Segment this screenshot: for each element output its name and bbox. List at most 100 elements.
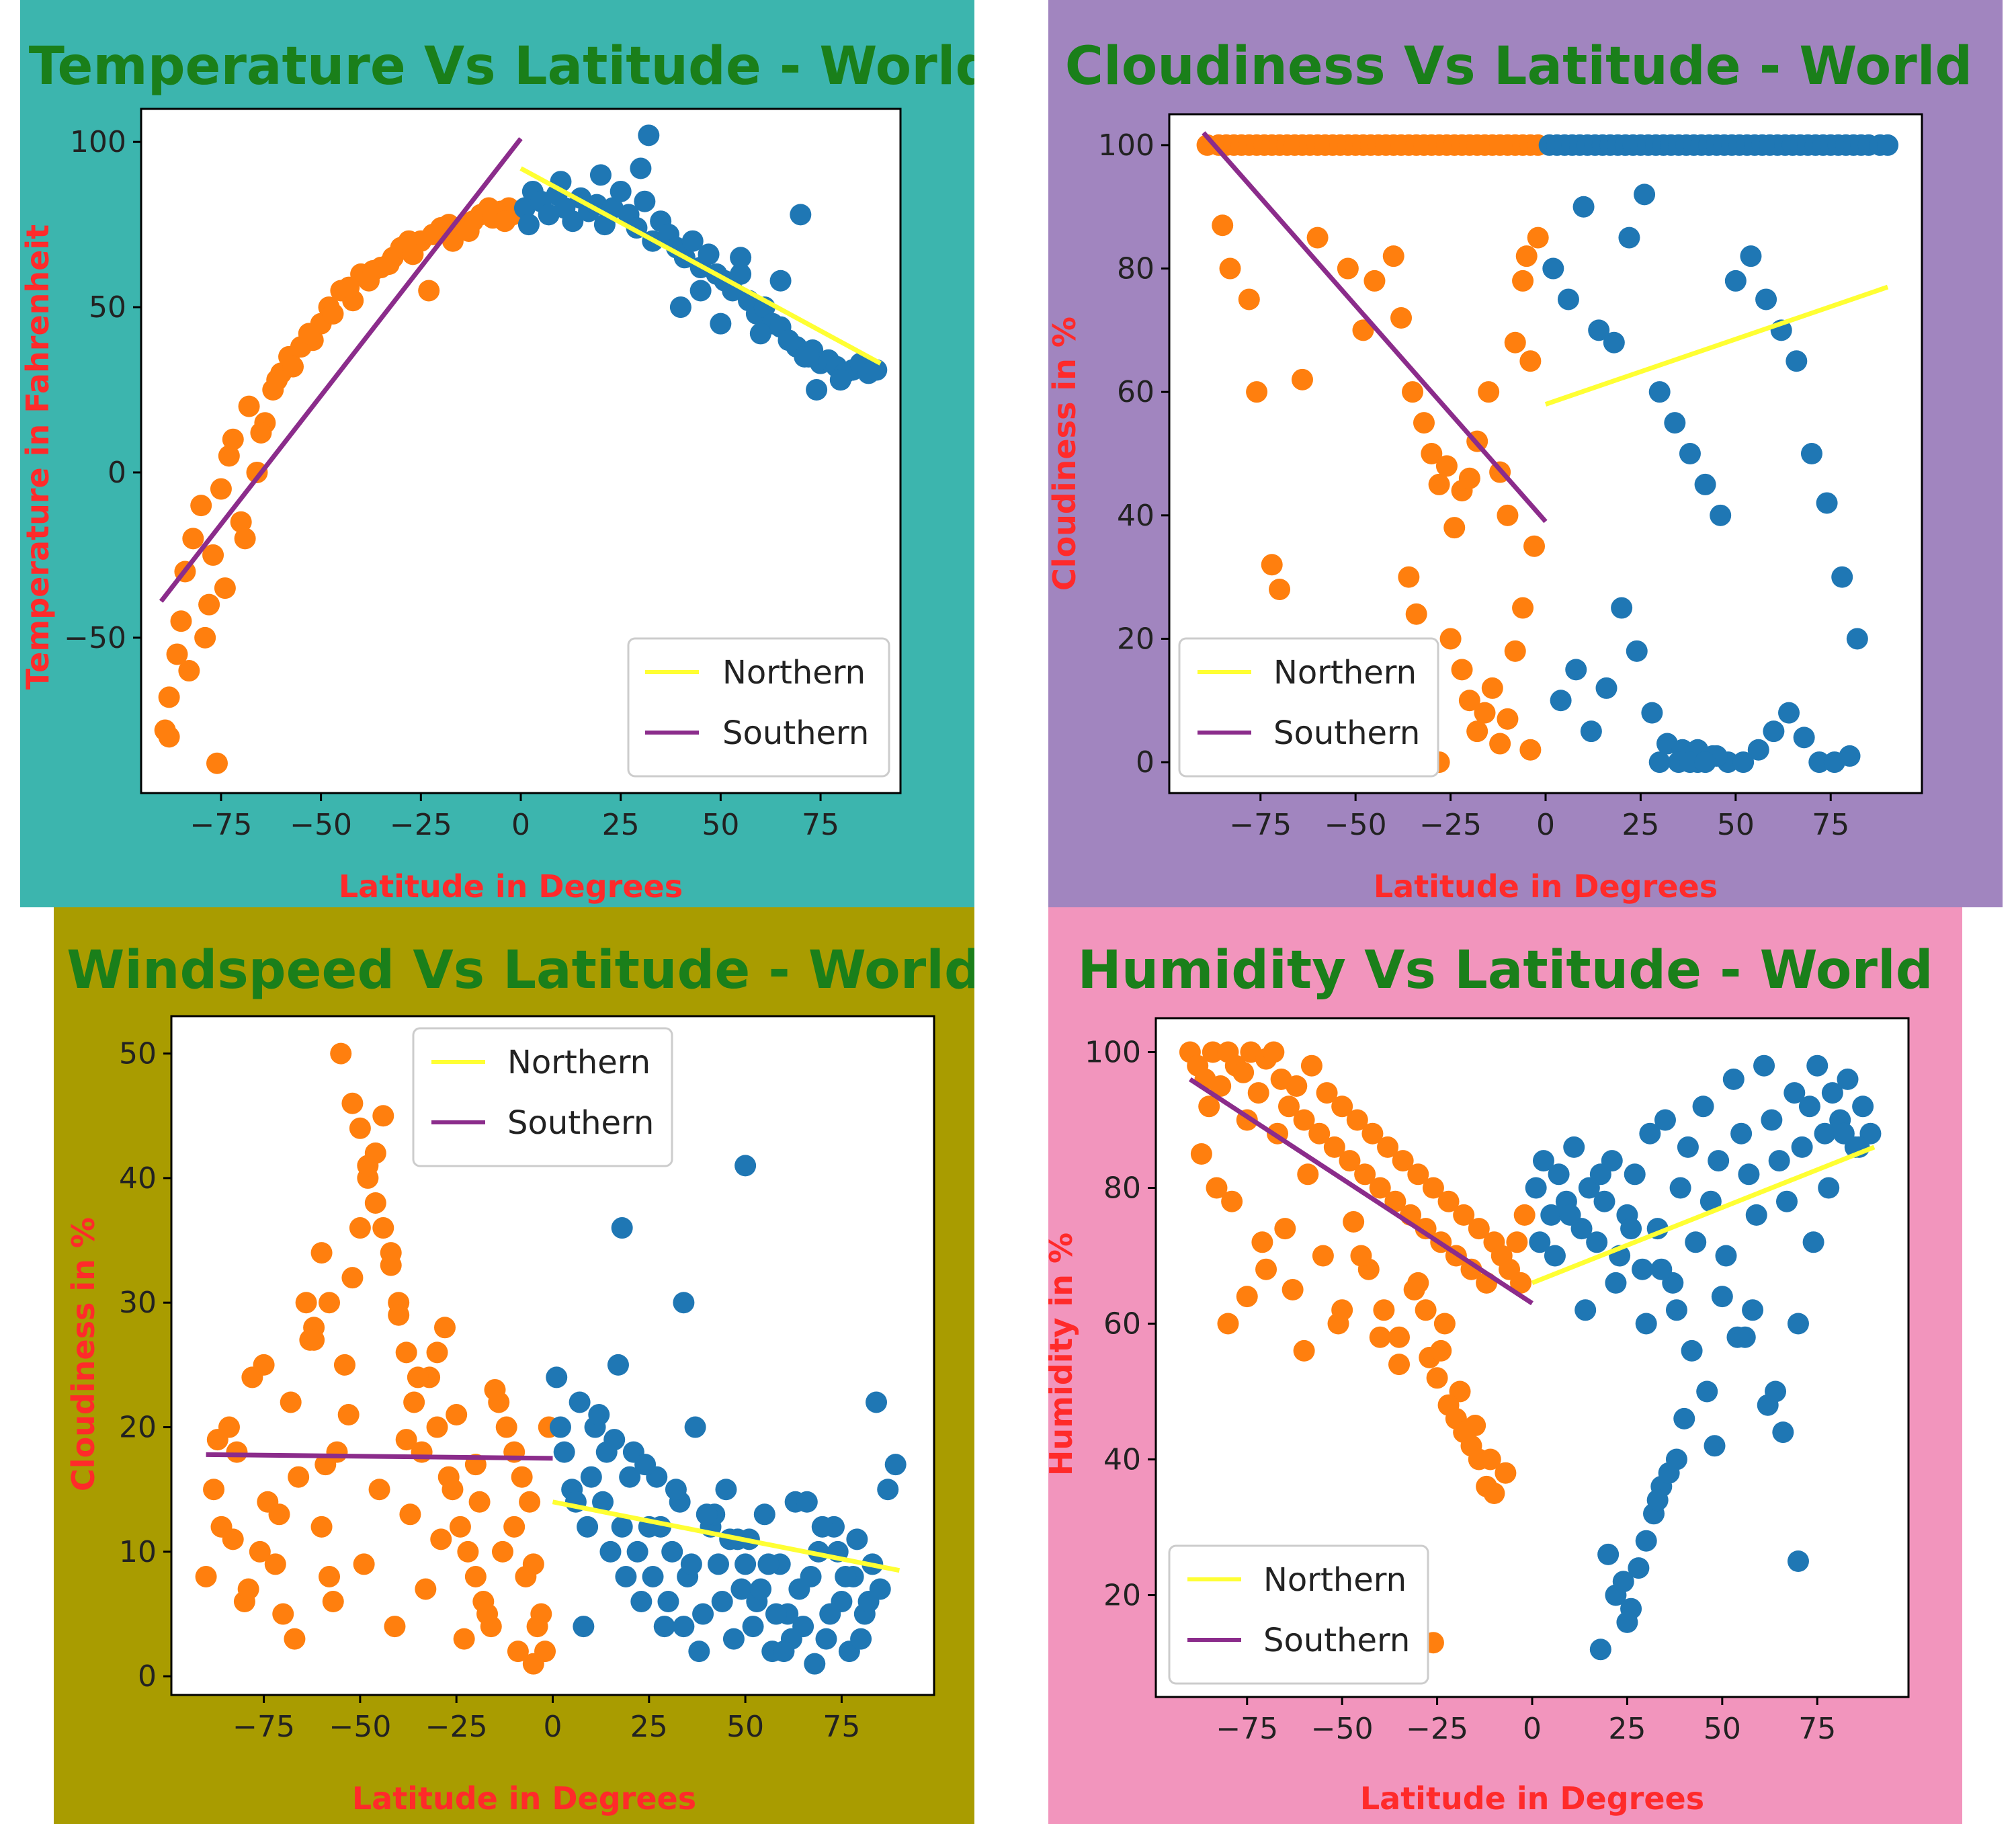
southern-point: [1489, 733, 1511, 755]
northern-points: [1538, 134, 1899, 774]
northern-point: [1618, 226, 1640, 249]
northern-point: [1532, 1150, 1554, 1172]
northern-point: [1837, 1068, 1859, 1090]
northern-point: [1563, 1136, 1585, 1158]
northern-point: [634, 190, 656, 212]
northern-point: [1708, 1150, 1730, 1172]
northern-point: [1745, 1204, 1767, 1226]
southern-point: [1274, 1218, 1296, 1240]
northern-point: [630, 157, 652, 179]
southern-point: [1512, 270, 1534, 292]
northern-point: [681, 230, 704, 252]
southern-point: [1219, 257, 1241, 280]
southern-point: [1468, 1448, 1490, 1470]
southern-point: [272, 1603, 294, 1625]
northern-point: [769, 270, 792, 292]
southern-point: [433, 1317, 456, 1339]
southern-point: [1263, 1041, 1285, 1063]
southern-point: [511, 1466, 533, 1488]
southern-point: [1210, 1075, 1232, 1097]
southern-point: [1439, 628, 1462, 650]
northern-point: [730, 247, 752, 269]
x-tick-label: −75: [233, 1710, 295, 1744]
southern-point: [1369, 1326, 1391, 1348]
x-tick-label: −75: [190, 808, 253, 842]
southern-point: [1343, 1211, 1365, 1233]
northern-point: [1787, 1550, 1809, 1572]
southern-point: [1483, 1483, 1505, 1504]
southern-point: [503, 1516, 526, 1538]
y-axis-label: Cloudiness in %: [1048, 317, 1083, 591]
southern-point: [282, 356, 304, 378]
x-tick-label: 0: [1536, 808, 1555, 842]
southern-point: [1468, 1218, 1490, 1240]
northern-point: [661, 1540, 683, 1563]
northern-regression-line: [552, 1499, 900, 1573]
southern-point: [206, 752, 228, 774]
southern-point: [298, 323, 320, 345]
northern-point: [1525, 1177, 1547, 1199]
northern-point: [665, 1479, 687, 1501]
southern-regression-line: [1202, 131, 1548, 524]
southern-point: [280, 1391, 302, 1413]
northern-point: [1544, 1245, 1566, 1267]
axis-ticks: −75 −50 −25 0 25 50 75 −50 0 50 100: [64, 125, 839, 842]
southern-point: [380, 1254, 402, 1276]
northern-point: [553, 1441, 575, 1463]
northern-point: [1611, 597, 1633, 619]
southern-point: [430, 1528, 452, 1550]
northern-point: [1696, 1380, 1718, 1403]
southern-point: [495, 1416, 517, 1438]
southern-point: [158, 726, 180, 748]
x-axis-label: Latitude in Degrees: [1360, 1780, 1704, 1817]
northern-point: [707, 1553, 729, 1575]
southern-point: [1269, 579, 1291, 600]
y-tick-label: 0: [138, 1659, 157, 1694]
northern-point: [1694, 473, 1716, 495]
southern-point: [1451, 659, 1473, 681]
x-tick-label: 0: [1523, 1712, 1542, 1746]
southern-point: [1206, 1177, 1228, 1199]
northern-point: [588, 1404, 610, 1426]
southern-point: [214, 577, 236, 599]
y-tick-label: 60: [1103, 1307, 1141, 1341]
southern-point: [364, 1192, 386, 1214]
northern-point: [562, 210, 584, 233]
northern-point: [757, 1553, 780, 1575]
northern-point: [1787, 1313, 1809, 1335]
southern-point: [1293, 1109, 1315, 1131]
southern-point: [1460, 1258, 1482, 1280]
x-tick-label: −50: [290, 808, 352, 842]
southern-point: [384, 1616, 406, 1638]
southern-point: [288, 1466, 310, 1488]
southern-point: [1190, 1143, 1212, 1165]
southern-point: [322, 1591, 344, 1613]
y-tick-label: 40: [1103, 1443, 1141, 1477]
southern-point: [1510, 1272, 1532, 1294]
southern-regression-line: [1188, 1077, 1534, 1306]
x-tick-label: 50: [1717, 808, 1755, 842]
southern-point: [530, 1603, 552, 1625]
y-tick-label: 40: [1117, 499, 1154, 533]
northern-point: [1734, 1326, 1756, 1348]
northern-point: [815, 1628, 837, 1650]
y-axis-label: Temperature in Fahrenheit: [20, 224, 56, 690]
y-axis-label: Humidity in %: [1048, 1233, 1079, 1476]
southern-point: [357, 1155, 379, 1177]
southern-point: [250, 421, 272, 444]
southern-point: [1402, 381, 1424, 403]
southern-point: [1282, 1279, 1304, 1300]
southern-point: [1481, 677, 1503, 699]
northern-point: [715, 1479, 737, 1501]
southern-point: [268, 1503, 290, 1526]
northern-point: [1635, 1313, 1657, 1335]
southern-point: [1354, 1163, 1376, 1186]
northern-point: [1648, 381, 1671, 403]
southern-point: [449, 1516, 471, 1538]
x-tick-label: 50: [726, 1710, 764, 1744]
northern-point: [611, 1516, 633, 1538]
northern-point: [877, 1479, 899, 1501]
southern-point: [1293, 1339, 1315, 1362]
southern-point: [368, 1479, 390, 1501]
southern-point: [353, 1553, 375, 1575]
